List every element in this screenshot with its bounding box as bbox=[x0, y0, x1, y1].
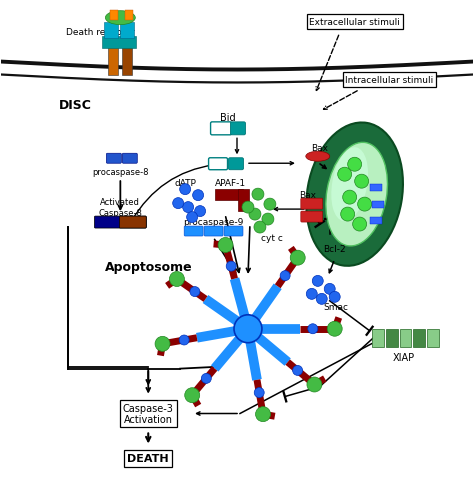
Bar bbox=[110, 11, 118, 20]
Circle shape bbox=[201, 374, 211, 384]
Circle shape bbox=[264, 199, 276, 211]
FancyBboxPatch shape bbox=[94, 217, 146, 228]
Circle shape bbox=[190, 287, 200, 297]
Text: Extracellular stimuli: Extracellular stimuli bbox=[309, 18, 400, 27]
Text: Death receptor: Death receptor bbox=[66, 28, 135, 37]
Circle shape bbox=[218, 238, 233, 253]
Circle shape bbox=[341, 208, 355, 222]
Circle shape bbox=[255, 407, 271, 422]
Circle shape bbox=[226, 262, 236, 272]
Bar bbox=[122, 39, 132, 76]
Bar bbox=[372, 329, 383, 347]
Text: Bax: Bax bbox=[299, 190, 316, 199]
Ellipse shape bbox=[331, 148, 368, 222]
Circle shape bbox=[337, 168, 352, 182]
Ellipse shape bbox=[306, 152, 330, 162]
Circle shape bbox=[292, 366, 302, 376]
Circle shape bbox=[155, 337, 170, 351]
Circle shape bbox=[316, 294, 327, 305]
Bar bbox=[372, 202, 383, 209]
Circle shape bbox=[252, 189, 264, 201]
FancyBboxPatch shape bbox=[230, 122, 246, 136]
Bar bbox=[385, 329, 398, 347]
Circle shape bbox=[169, 272, 184, 287]
Circle shape bbox=[195, 206, 206, 217]
Text: Smac: Smac bbox=[323, 303, 348, 312]
Ellipse shape bbox=[326, 143, 387, 246]
Circle shape bbox=[182, 202, 193, 213]
Circle shape bbox=[306, 289, 317, 300]
Text: DISC: DISC bbox=[59, 99, 92, 112]
Bar bbox=[109, 39, 118, 76]
Circle shape bbox=[358, 198, 372, 212]
FancyBboxPatch shape bbox=[204, 226, 223, 237]
Circle shape bbox=[290, 251, 305, 265]
Circle shape bbox=[312, 276, 323, 287]
Bar bbox=[428, 329, 439, 347]
Circle shape bbox=[254, 222, 266, 234]
Circle shape bbox=[242, 202, 254, 214]
Text: cyt c: cyt c bbox=[261, 233, 283, 242]
Bar bbox=[238, 190, 249, 212]
Circle shape bbox=[262, 214, 274, 225]
Text: Bcl-2: Bcl-2 bbox=[323, 245, 346, 254]
Circle shape bbox=[173, 198, 183, 209]
Circle shape bbox=[353, 218, 366, 232]
Circle shape bbox=[324, 284, 335, 295]
Circle shape bbox=[329, 292, 340, 303]
Circle shape bbox=[234, 315, 262, 343]
Circle shape bbox=[308, 324, 318, 334]
Bar bbox=[400, 329, 411, 347]
Circle shape bbox=[307, 377, 322, 392]
FancyBboxPatch shape bbox=[119, 217, 146, 228]
Bar bbox=[413, 329, 426, 347]
FancyBboxPatch shape bbox=[122, 154, 137, 164]
Ellipse shape bbox=[105, 12, 135, 25]
FancyBboxPatch shape bbox=[224, 226, 243, 237]
Circle shape bbox=[187, 212, 198, 223]
Text: procaspase-8: procaspase-8 bbox=[92, 167, 148, 176]
FancyBboxPatch shape bbox=[209, 159, 228, 170]
Bar bbox=[104, 22, 118, 39]
FancyBboxPatch shape bbox=[210, 122, 231, 136]
Bar bbox=[102, 37, 137, 48]
Text: Intracellular stimuli: Intracellular stimuli bbox=[346, 76, 434, 85]
Text: APAF-1: APAF-1 bbox=[214, 178, 246, 187]
Circle shape bbox=[185, 388, 200, 403]
Ellipse shape bbox=[306, 123, 403, 266]
Text: Apoptosome: Apoptosome bbox=[104, 261, 192, 274]
Circle shape bbox=[180, 184, 191, 195]
Bar bbox=[370, 185, 382, 192]
Circle shape bbox=[179, 335, 189, 346]
Bar bbox=[120, 22, 134, 39]
Circle shape bbox=[192, 190, 204, 201]
Text: Caspase-3
Activation: Caspase-3 Activation bbox=[123, 403, 173, 425]
Text: XIAP: XIAP bbox=[392, 352, 415, 362]
Circle shape bbox=[347, 158, 362, 172]
Circle shape bbox=[355, 175, 369, 189]
FancyBboxPatch shape bbox=[228, 159, 244, 170]
Text: Bid: Bid bbox=[220, 113, 236, 123]
Text: procaspase-9: procaspase-9 bbox=[183, 217, 243, 226]
Circle shape bbox=[249, 209, 261, 221]
FancyBboxPatch shape bbox=[301, 199, 323, 210]
Text: dATP: dATP bbox=[174, 178, 196, 187]
Text: Bax: Bax bbox=[311, 143, 328, 152]
FancyBboxPatch shape bbox=[301, 212, 323, 223]
Bar bbox=[125, 11, 133, 20]
Text: DEATH: DEATH bbox=[128, 453, 169, 464]
Text: Activated
Caspase-8: Activated Caspase-8 bbox=[99, 198, 142, 217]
FancyBboxPatch shape bbox=[106, 154, 121, 164]
Bar bbox=[370, 218, 382, 224]
Circle shape bbox=[254, 388, 264, 398]
Circle shape bbox=[343, 191, 356, 204]
Bar bbox=[215, 190, 243, 201]
Circle shape bbox=[280, 271, 290, 281]
Circle shape bbox=[327, 322, 342, 337]
FancyBboxPatch shape bbox=[184, 226, 203, 237]
